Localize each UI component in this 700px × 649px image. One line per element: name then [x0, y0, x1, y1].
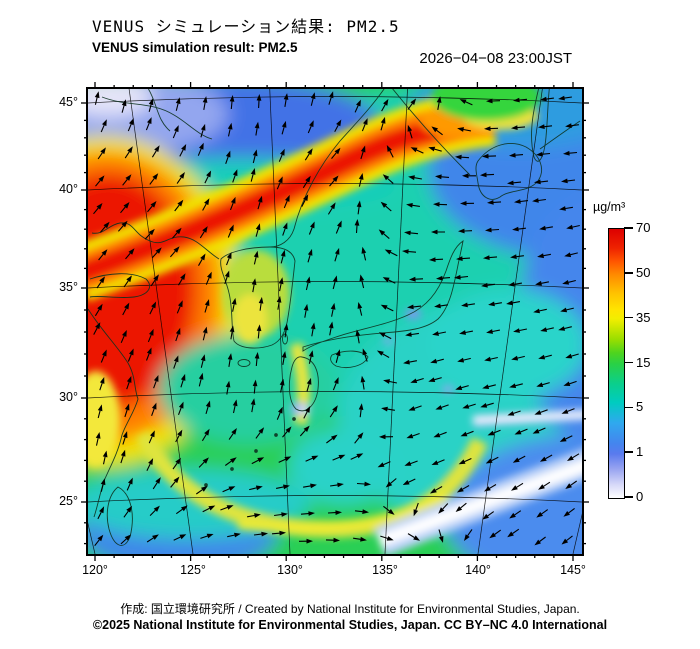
lat-tick-label: 40°	[59, 182, 78, 196]
colorbar-tick-mark	[624, 227, 633, 229]
colorbar-tick-mark	[624, 451, 633, 453]
lon-tick-label: 145°	[560, 563, 586, 577]
axis-ticks	[81, 82, 589, 561]
page-title-japanese: VENUS シミュレーション結果: PM2.5	[92, 17, 400, 36]
colorbar-tick-mark	[624, 496, 633, 498]
lat-tick-label: 25°	[59, 494, 78, 508]
colorbar-tick-mark	[624, 406, 633, 409]
pm25-color-field	[88, 89, 582, 554]
credit-line: 作成: 国立環境研究所 / Created by National Instit…	[120, 602, 580, 616]
lon-tick-label: 125°	[180, 563, 206, 577]
lon-tick-label: 135°	[372, 563, 398, 577]
colorbar-tick-mark	[624, 316, 633, 319]
lat-tick-label: 45°	[59, 95, 78, 109]
colorbar-tick-value: 50	[636, 264, 651, 280]
graticule-grid	[88, 89, 582, 554]
colorbar-tick-mark	[624, 272, 633, 274]
colorbar-tick-value: 1	[636, 444, 644, 460]
colorbar-tick-value: 35	[636, 309, 651, 325]
lat-tick-label: 35°	[59, 280, 78, 294]
colorbar-tick-value: 5	[636, 399, 644, 415]
lon-tick-label: 130°	[277, 563, 303, 577]
colorbar-tick-mark	[624, 361, 633, 364]
colorbar-unit-label: µg/m³	[593, 200, 626, 214]
pm25-concentration-map	[81, 82, 589, 561]
colorbar-tick-value: 15	[636, 354, 651, 370]
colorbar	[608, 228, 625, 499]
lat-tick-label: 30°	[59, 390, 78, 404]
page-title-english: VENUS simulation result: PM2.5	[92, 40, 298, 55]
lon-tick-label: 120°	[82, 563, 108, 577]
copyright-line: ©2025 National Institute for Environment…	[92, 618, 608, 632]
lon-tick-label: 140°	[465, 563, 491, 577]
colorbar-tick-value: 70	[636, 220, 651, 235]
timestamp: 2026−04−08 23:00JST	[419, 50, 572, 67]
map-plot-frame	[86, 87, 584, 556]
colorbar-tick-value: 0	[636, 489, 644, 504]
wind-vector-arrows	[93, 91, 580, 547]
